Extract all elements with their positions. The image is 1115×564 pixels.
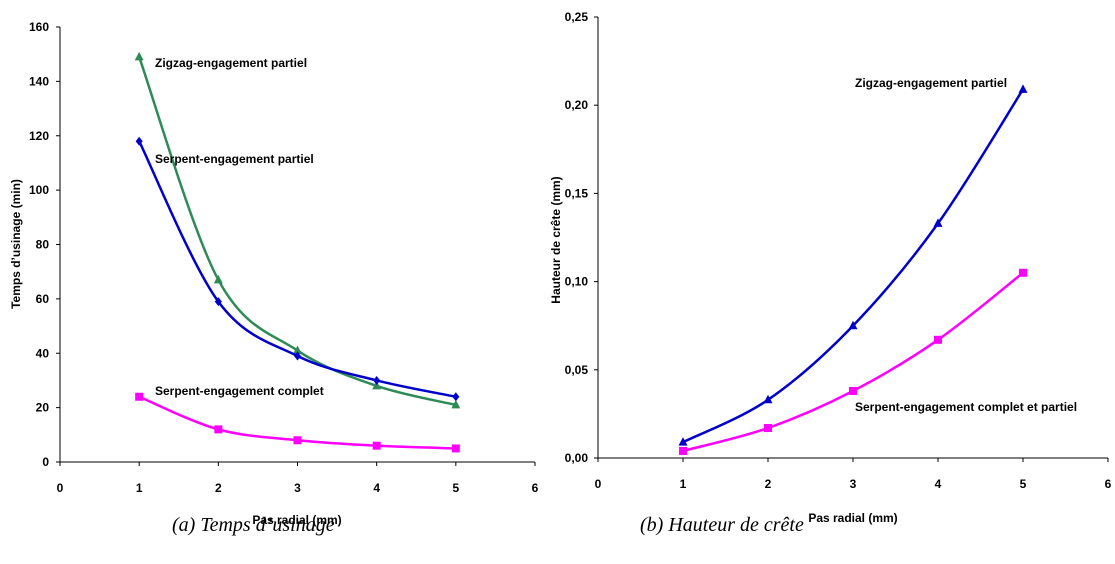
- y-tick-label: 20: [36, 401, 50, 415]
- y-tick-label: 0: [42, 455, 49, 469]
- data-point: [1018, 84, 1028, 93]
- y-tick-label: 0,00: [565, 451, 589, 465]
- series-2: [679, 268, 1027, 455]
- data-point: [933, 218, 943, 227]
- data-point: [372, 380, 382, 390]
- series-label: Zigzag-engagement partiel: [855, 76, 1007, 90]
- x-tick-label: 2: [215, 481, 222, 495]
- data-point: [213, 274, 223, 284]
- series-2: [135, 136, 460, 402]
- series-line: [682, 271, 1024, 453]
- x-tick-label: 3: [850, 477, 857, 491]
- x-tick-label: 0: [57, 481, 64, 495]
- x-tick-label: 5: [1020, 477, 1027, 491]
- data-point: [293, 345, 302, 355]
- data-point: [848, 320, 858, 330]
- data-point: [135, 136, 143, 146]
- y-tick-label: 0,05: [565, 363, 589, 377]
- series-line: [137, 56, 457, 407]
- y-tick-label: 140: [29, 74, 49, 88]
- chart-a: 0 20 40 60 80 100 120 140 160 0 1 2 3 4 5 6 Pas radial (…: [9, 20, 539, 527]
- series-line: [682, 88, 1025, 444]
- y-tick-label: 120: [29, 129, 49, 143]
- data-point: [214, 425, 223, 434]
- caption-a: (a) Temps d’usinage: [172, 514, 335, 536]
- y-tick-label: 40: [36, 346, 50, 360]
- x-tick-label: 6: [532, 481, 539, 495]
- series-line: [138, 140, 457, 398]
- data-point: [451, 399, 461, 409]
- data-point: [452, 392, 460, 402]
- data-point: [849, 386, 857, 395]
- data-point: [678, 437, 688, 446]
- x-tick-label: 2: [765, 477, 772, 491]
- data-point: [373, 375, 381, 385]
- y-axis-title: Temps d’usinage (min): [9, 179, 23, 309]
- y-tick-label: 0,25: [565, 10, 589, 24]
- data-point: [1019, 268, 1027, 277]
- data-point: [451, 444, 460, 453]
- chart-b: 0,00 0,05 0,10 0,15 0,20 0,25 0 1 2 3 4 5 6 Pas radia…: [549, 10, 1112, 525]
- x-tick-label: 1: [136, 481, 143, 495]
- data-point: [294, 351, 301, 361]
- series-label: Serpent-engagement partiel: [155, 152, 314, 166]
- series-label: Zigzag-engagement partiel: [155, 56, 307, 70]
- y-tick-label: 80: [36, 238, 50, 252]
- series-label: Serpent-engagement complet et partiel: [855, 400, 1077, 414]
- y-tick-label: 60: [36, 292, 50, 306]
- x-axis-title: Pas radial (mm): [808, 511, 897, 525]
- x-tick-label: 5: [452, 481, 459, 495]
- y-tick-label: 0,20: [565, 98, 589, 112]
- data-point: [372, 441, 381, 450]
- data-point: [764, 424, 772, 433]
- y-axis-title: Hauteur de crête (mm): [549, 176, 563, 303]
- data-point: [293, 436, 302, 445]
- series-1: [134, 51, 461, 409]
- y-tick-label: 100: [29, 183, 49, 197]
- x-tick-label: 6: [1105, 477, 1112, 491]
- x-tick-label: 1: [680, 477, 687, 491]
- data-point: [679, 446, 687, 455]
- x-axis-title: Pas radial (mm): [252, 513, 341, 527]
- caption-b: (b) Hauteur de crête: [640, 514, 804, 536]
- data-point: [135, 392, 144, 401]
- y-tick-label: 0,10: [565, 275, 589, 289]
- data-point: [134, 51, 144, 61]
- x-tick-label: 4: [373, 481, 380, 495]
- series-label: Serpent-engagement complet: [155, 384, 324, 398]
- y-tick-label: 0,15: [565, 186, 589, 200]
- data-point: [763, 394, 773, 404]
- series-3: [135, 392, 460, 453]
- data-point: [214, 297, 222, 307]
- data-point: [934, 335, 942, 344]
- y-tick-label: 160: [29, 20, 49, 34]
- series-1: [678, 84, 1028, 446]
- x-tick-label: 4: [935, 477, 942, 491]
- x-tick-label: 0: [595, 477, 602, 491]
- x-tick-label: 3: [294, 481, 301, 495]
